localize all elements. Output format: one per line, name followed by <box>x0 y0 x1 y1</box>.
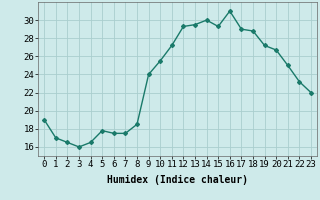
X-axis label: Humidex (Indice chaleur): Humidex (Indice chaleur) <box>107 175 248 185</box>
